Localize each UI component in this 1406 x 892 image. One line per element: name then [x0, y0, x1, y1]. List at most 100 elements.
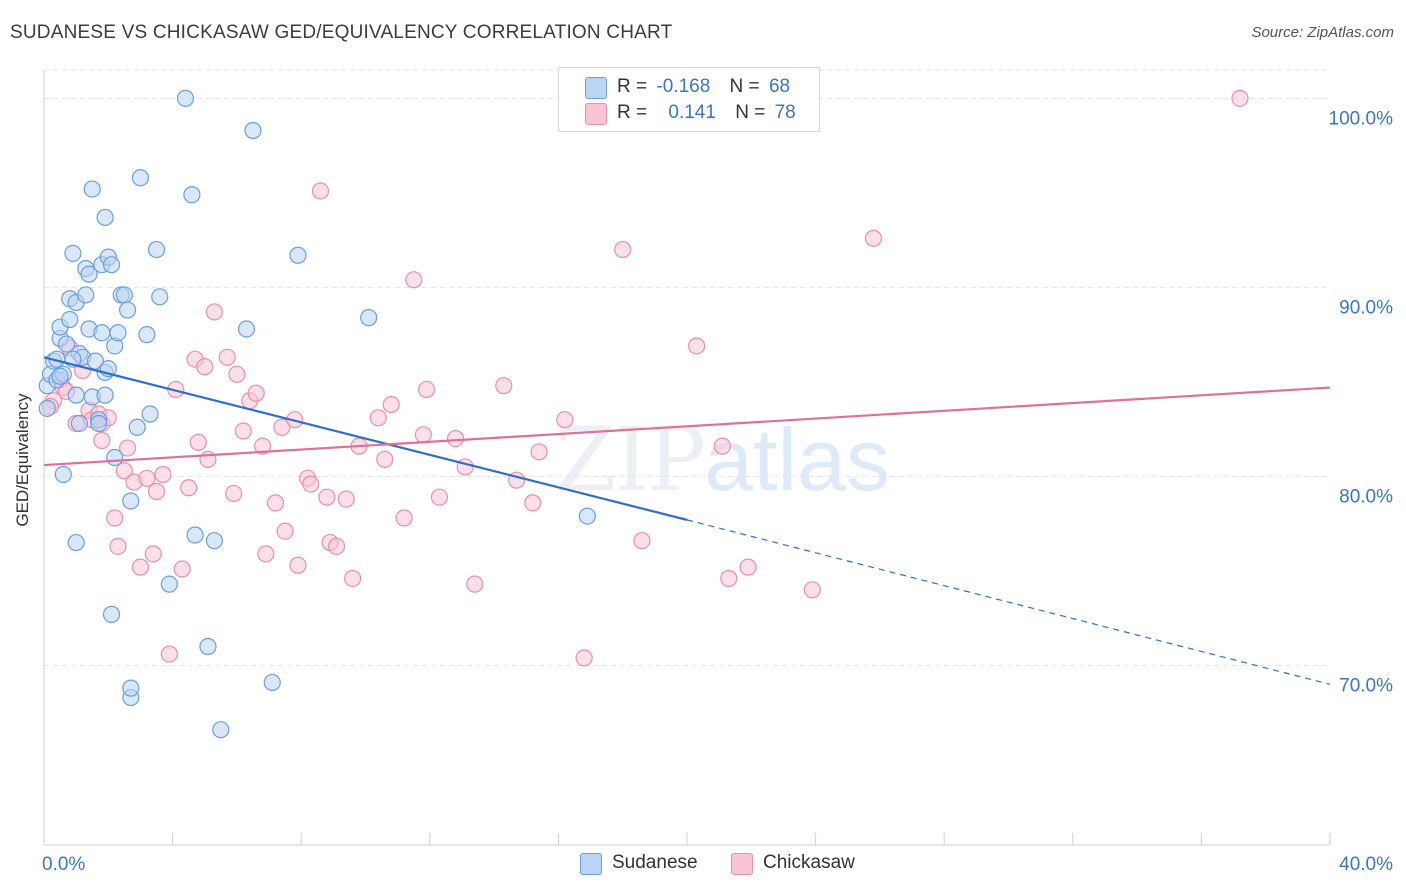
legend-r-value: -0.168: [656, 76, 711, 97]
data-point-chickasaw: [739, 558, 757, 576]
pink-swatch-icon: [731, 853, 753, 875]
chart-title: SUDANESE VS CHICKASAW GED/EQUIVALENCY CO…: [10, 22, 673, 43]
data-point-chickasaw: [414, 426, 432, 444]
legend-label-sudanese: Sudanese: [612, 852, 698, 873]
data-point-sudanese: [122, 679, 140, 697]
data-point-sudanese: [118, 301, 137, 319]
data-point-chickasaw: [189, 433, 207, 451]
data-point-sudanese: [70, 414, 88, 433]
data-point-sudanese: [289, 246, 307, 264]
data-point-sudanese: [151, 288, 169, 306]
blue-swatch-icon: [580, 853, 602, 875]
data-point-sudanese: [102, 256, 121, 274]
data-point-sudanese: [128, 418, 146, 436]
data-point-sudanese: [115, 286, 133, 304]
data-point-chickasaw: [466, 575, 484, 593]
data-point-chickasaw: [144, 545, 162, 563]
data-point-chickasaw: [196, 358, 214, 376]
data-point-chickasaw: [266, 494, 285, 512]
data-point-chickasaw: [556, 411, 574, 429]
data-point-sudanese: [237, 320, 256, 338]
data-point-sudanese: [141, 405, 159, 423]
y-tick-label: 90.0%: [1339, 297, 1393, 318]
pink-swatch-icon: [585, 103, 607, 125]
legend-n-value: 78: [774, 102, 796, 123]
data-point-chickasaw: [524, 494, 542, 512]
data-point-chickasaw: [115, 462, 133, 480]
data-point-chickasaw: [430, 488, 449, 506]
data-point-sudanese: [131, 169, 150, 187]
data-point-chickasaw: [446, 429, 465, 448]
data-point-sudanese: [244, 121, 262, 140]
sudanese-points: [38, 89, 596, 739]
data-point-chickasaw: [225, 484, 243, 503]
axes: [43, 70, 1331, 846]
legend-r-label: R =: [617, 76, 648, 97]
trend-lines: [43, 356, 1331, 685]
data-point-sudanese: [90, 414, 108, 433]
data-point-chickasaw: [205, 303, 223, 321]
data-point-sudanese: [86, 352, 105, 370]
data-point-chickasaw: [93, 431, 111, 450]
data-point-sudanese: [109, 324, 127, 342]
data-point-chickasaw: [633, 532, 651, 550]
y-tick-label: 100.0%: [1329, 108, 1394, 129]
trend-line-sudanese: [43, 356, 688, 521]
watermark-atlas: atlas: [704, 410, 891, 509]
data-point-sudanese: [138, 326, 156, 344]
data-point-chickasaw: [720, 569, 738, 588]
data-point-chickasaw: [864, 229, 883, 247]
data-point-chickasaw: [106, 509, 124, 527]
data-point-chickasaw: [713, 437, 731, 455]
data-point-chickasaw: [118, 439, 137, 457]
data-point-sudanese: [176, 89, 195, 107]
data-point-sudanese: [96, 208, 114, 227]
data-point-sudanese: [106, 448, 124, 467]
data-point-sudanese: [80, 265, 98, 283]
data-point-sudanese: [57, 335, 76, 353]
legend-n-label: N =: [735, 102, 766, 123]
data-point-chickasaw: [154, 465, 172, 484]
data-point-chickasaw: [218, 348, 236, 366]
trend-line-chickasaw: [43, 386, 1331, 467]
data-point-chickasaw: [395, 509, 413, 527]
data-point-sudanese: [122, 492, 140, 510]
data-point-chickasaw: [495, 377, 513, 395]
data-point-chickasaw: [273, 418, 291, 436]
data-point-sudanese: [96, 386, 114, 404]
data-point-chickasaw: [688, 337, 706, 355]
data-point-sudanese: [51, 367, 69, 385]
series-legend: Sudanese Chickasaw: [0, 852, 1406, 878]
data-point-chickasaw: [382, 395, 400, 414]
data-point-chickasaw: [257, 545, 275, 563]
data-point-chickasaw: [138, 469, 156, 487]
data-point-sudanese: [61, 310, 79, 329]
blue-swatch-icon: [585, 77, 607, 99]
data-point-sudanese: [186, 526, 204, 544]
data-point-sudanese: [263, 673, 281, 692]
legend-r-value: 0.141: [668, 102, 716, 123]
y-tick-label: 80.0%: [1339, 486, 1393, 507]
y-tick-label: 70.0%: [1339, 675, 1393, 696]
data-point-chickasaw: [302, 475, 320, 493]
legend-r-label: R =: [617, 102, 648, 123]
data-point-sudanese: [83, 180, 101, 198]
data-point-chickasaw: [376, 450, 394, 468]
data-point-chickasaw: [575, 649, 593, 667]
data-point-sudanese: [38, 399, 56, 417]
data-point-chickasaw: [234, 422, 252, 440]
data-point-chickasaw: [276, 522, 294, 540]
data-point-chickasaw: [180, 479, 198, 497]
data-point-sudanese: [360, 309, 378, 327]
data-point-sudanese: [102, 605, 121, 623]
data-point-chickasaw: [160, 645, 178, 663]
data-point-chickasaw: [614, 240, 632, 259]
legend-n-label: N =: [729, 76, 760, 97]
data-point-chickasaw: [311, 182, 330, 200]
trend-line-sudanese-extension: [686, 519, 1331, 685]
data-point-sudanese: [578, 507, 596, 525]
data-point-sudanese: [77, 286, 95, 304]
data-point-chickasaw: [147, 482, 166, 501]
y-axis-label: GED/Equivalency: [13, 393, 32, 527]
